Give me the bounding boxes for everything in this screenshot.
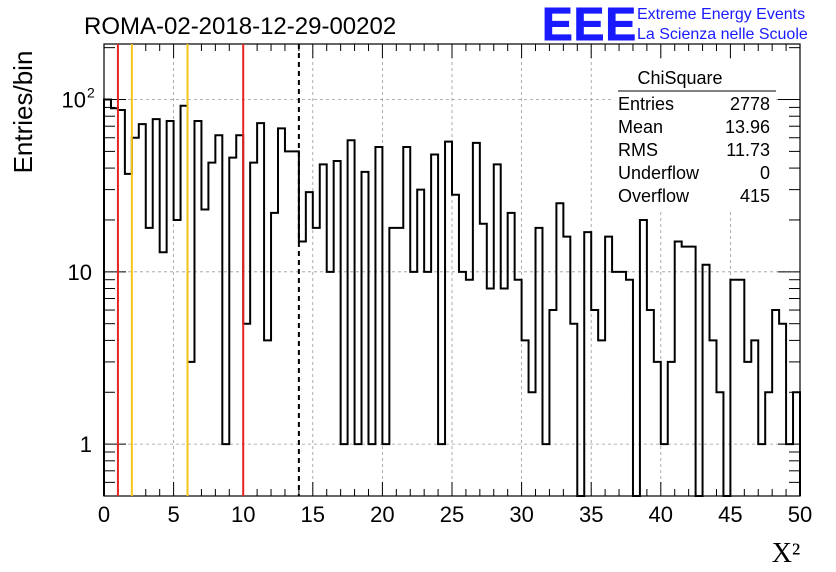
x-tick-label: 5 xyxy=(167,502,179,527)
stats-row-value: 2778 xyxy=(730,94,770,114)
eee-logo-mark: EEE xyxy=(542,0,637,50)
x-tick-label: 15 xyxy=(301,502,325,527)
x-tick-label: 50 xyxy=(788,502,812,527)
eee-logo: EEE Extreme Energy Events La Scienza nel… xyxy=(542,0,808,51)
stats-row-label: Overflow xyxy=(618,186,690,206)
threshold-lines xyxy=(116,44,300,496)
stats-row-value: 0 xyxy=(760,163,770,183)
histogram-layer xyxy=(103,98,801,497)
x-tick-label: 10 xyxy=(231,502,255,527)
stats-box-background xyxy=(612,62,776,210)
x-tick-label: 25 xyxy=(440,502,464,527)
y-tick-label: 1 xyxy=(80,432,92,457)
x-tick-label: 40 xyxy=(649,502,673,527)
stats-row-value: 11.73 xyxy=(726,140,770,160)
x-tick-label: 0 xyxy=(98,502,110,527)
stats-row-value: 415 xyxy=(740,186,770,206)
eee-logo-line1: Extreme Energy Events xyxy=(637,6,805,23)
run-title: ROMA-02-2018-12-29-00202 xyxy=(84,13,396,40)
stats-row-label: RMS xyxy=(618,140,658,160)
y-tick-label-exponent: 2 xyxy=(87,85,95,101)
stats-row-label: Mean xyxy=(618,117,663,137)
x-tick-label: 45 xyxy=(718,502,742,527)
stats-box: ChiSquare Entries 2778 Mean 13.96 RMS 11.73 Un… xyxy=(612,62,776,210)
stats-row-label: Underflow xyxy=(618,163,700,183)
stats-rows: Entries 2778 Mean 13.96 RMS 11.73 Underflow 0 Ov… xyxy=(618,94,770,206)
x-tick-label: 35 xyxy=(579,502,603,527)
y-axis-label: Entries/bin xyxy=(8,51,38,174)
stats-row-label: Entries xyxy=(618,94,674,114)
ticks-layer xyxy=(103,44,801,497)
grid-layer xyxy=(104,44,800,496)
x-tick-label: 20 xyxy=(370,502,394,527)
stats-box-title: ChiSquare xyxy=(637,68,722,88)
y-tick-label: 10 xyxy=(62,88,86,113)
y-tick-label: 10 xyxy=(68,260,92,285)
histogram-outline xyxy=(103,98,801,497)
x-tick-label: 30 xyxy=(509,502,533,527)
x-axis-label: X² xyxy=(772,538,801,569)
stats-row-value: 13.96 xyxy=(725,117,770,137)
eee-logo-line2: La Scienza nelle Scuole xyxy=(637,26,808,43)
